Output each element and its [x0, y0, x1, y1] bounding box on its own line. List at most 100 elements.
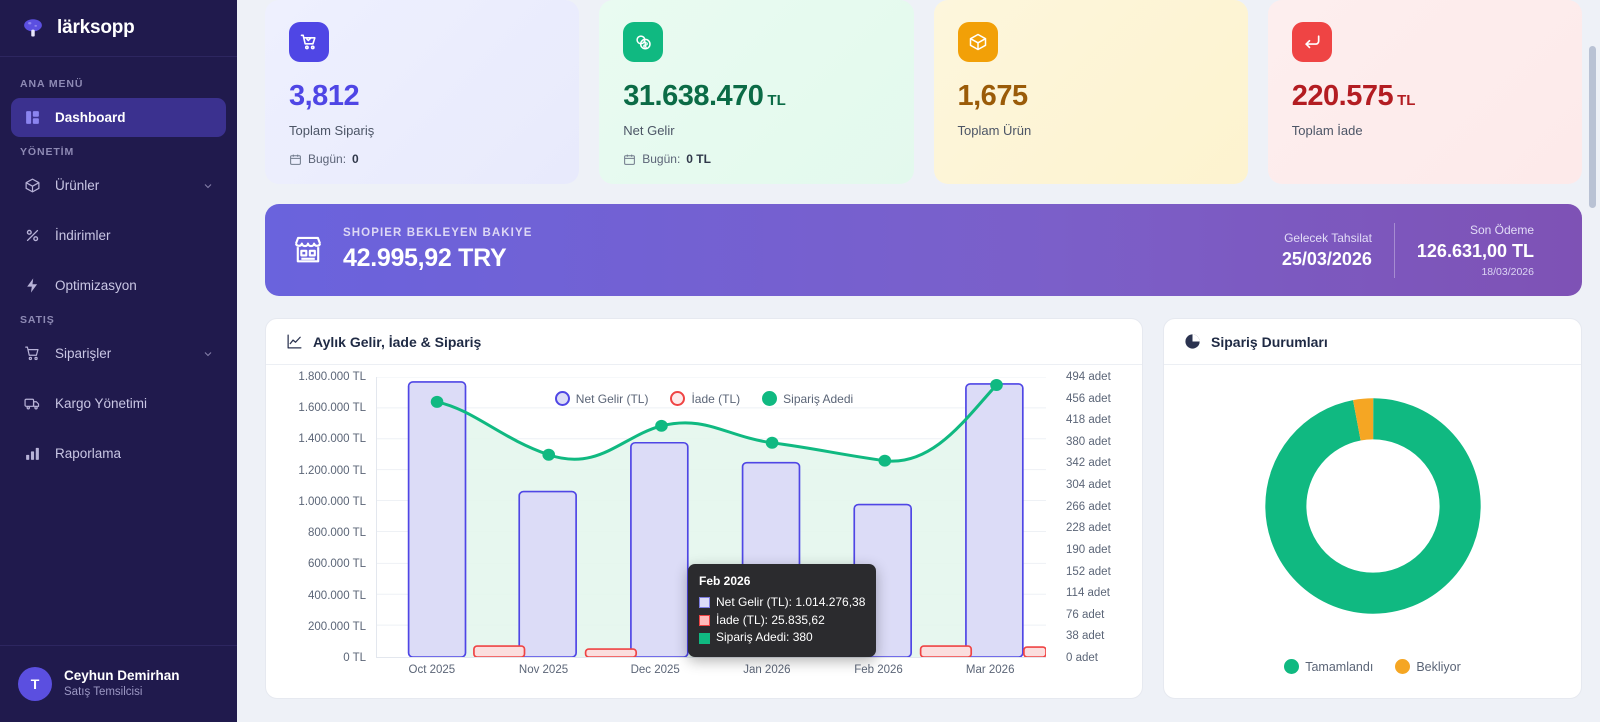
nav-spacer: [0, 206, 237, 215]
y-axis-right-tick: 418 adet: [1066, 414, 1111, 427]
y-axis-right-tick: 228 adet: [1066, 522, 1111, 535]
y-axis-right-tick: 342 adet: [1066, 457, 1111, 470]
y-axis-right-tick: 76 adet: [1066, 608, 1105, 621]
y-axis-right-tick: 494 adet: [1066, 371, 1111, 383]
stat-sub-value: 0: [352, 152, 359, 166]
tooltip-row-text: Net Gelir (TL): 1.014.276,38: [716, 594, 866, 609]
chart-canvas[interactable]: Net Gelir (TL) İade (TL) Sipariş Adedi 0…: [266, 365, 1142, 698]
banner-left: SHOPIER BEKLEYEN BAKIYE 42.995,92 TRY: [291, 227, 1260, 273]
truck-icon: [23, 394, 42, 413]
box-icon: [23, 176, 42, 195]
donut-slice-tamamlandi[interactable]: [1264, 398, 1481, 614]
nav-spacer: [0, 256, 237, 265]
legend-swatch-icon: [554, 391, 570, 406]
legend-item-iade[interactable]: İade (TL): [670, 391, 740, 406]
tooltip-row-text: İade (TL): 25.835,62: [716, 612, 825, 627]
chevron-down-icon[interactable]: [202, 348, 214, 360]
calendar-icon: [624, 154, 636, 165]
page-scrollbar-track[interactable]: [1587, 0, 1599, 722]
x-axis-tick: Feb 2026: [854, 664, 903, 676]
sidebar-item-raporlama[interactable]: Raporlama: [11, 434, 226, 473]
stat-value: 3,812: [289, 80, 360, 112]
sidebar: lärksopp ANA MENÜ Dashboard YÖNETİM: [0, 0, 237, 722]
banner-col-value: 126.631,00 TL: [1416, 240, 1534, 261]
sidebar-item-label: Optimizasyon: [55, 278, 137, 293]
panel-header: Aylık Gelir, İade & Sipariş: [266, 319, 1142, 365]
sidebar-item-dashboard[interactable]: Dashboard: [11, 98, 226, 137]
y-axis-left-tick: 0 TL: [343, 652, 366, 664]
sidebar-item-siparisler[interactable]: Siparişler: [11, 334, 226, 373]
legend-label: Bekliyor: [1416, 659, 1461, 674]
sidebar-item-label: Ürünler: [55, 178, 100, 193]
page-scrollbar-thumb[interactable]: [1589, 46, 1596, 208]
panels-row: Aylık Gelir, İade & Sipariş Net Gelir (T…: [265, 318, 1582, 699]
brand-header[interactable]: lärksopp: [0, 0, 237, 57]
banner-col-son-odeme: Son Ödeme 126.631,00 TL 18/03/2026: [1393, 222, 1556, 278]
stat-label: Toplam Sipariş: [289, 123, 375, 138]
stat-label: Toplam İade: [1291, 123, 1363, 138]
y-axis-left-tick: 1.800.000 TL: [298, 371, 366, 383]
shopier-balance-banner: SHOPIER BEKLEYEN BAKIYE 42.995,92 TRY Ge…: [265, 204, 1582, 296]
donut-chart[interactable]: [1258, 391, 1488, 621]
stat-unit: TL: [767, 92, 786, 109]
y-axis-left-tick: 1.000.000 TL: [298, 495, 366, 508]
legend-swatch-icon: [670, 391, 686, 406]
sidebar-section-label-satis: SATIŞ: [20, 314, 55, 326]
donut-canvas[interactable]: Tamamlandı Bekliyor: [1164, 365, 1581, 698]
legend-item-net-gelir[interactable]: Net Gelir (TL): [554, 391, 649, 406]
y-axis-right-tick: 38 adet: [1066, 630, 1105, 643]
banner-amount: 42.995,92 TRY: [343, 244, 507, 272]
legend-item-bekliyor[interactable]: Bekliyor: [1395, 659, 1461, 674]
stat-card-net-gelir: 31.638.470 TL Net Gelir Bugün: 0 TL: [599, 0, 914, 184]
y-axis-right-tick: 190 adet: [1066, 543, 1111, 556]
legend-item-siparis-adedi[interactable]: Sipariş Adedi: [762, 391, 853, 406]
sidebar-item-kargo-yonetimi[interactable]: Kargo Yönetimi: [11, 384, 226, 423]
user-name: Ceyhun Demirhan: [64, 668, 180, 684]
sidebar-nav: ANA MENÜ Dashboard YÖNETİM: [0, 57, 237, 645]
stat-cards-row: 3,812 Toplam Sipariş Bugün: 0: [265, 0, 1582, 184]
user-role: Satış Temsilcisi: [64, 685, 143, 698]
sidebar-item-label: Siparişler: [55, 346, 112, 361]
y-axis-right-tick: 0 adet: [1066, 652, 1098, 664]
y-axis-left-tick: 600.000 TL: [308, 558, 366, 571]
y-axis-left-tick: 1.600.000 TL: [298, 402, 366, 415]
panel-header: Sipariş Durumları: [1164, 319, 1581, 365]
stat-sub-prefix: Bugün:: [308, 152, 347, 166]
storefront-icon: [294, 236, 322, 263]
banner-col-label: Gelecek Tahsilat: [1284, 230, 1372, 245]
stat-subtext: Bugün: 0: [289, 152, 555, 166]
legend-item-tamamlandi[interactable]: Tamamlandı: [1284, 659, 1373, 674]
banner-col-gelecek-tahsilat: Gelecek Tahsilat 25/03/2026: [1260, 223, 1394, 278]
chart-tooltip: Feb 2026 Net Gelir (TL): 1.014.276,38 İa…: [688, 564, 877, 657]
stat-value: 31.638.470: [623, 80, 764, 112]
panel-monthly-chart: Aylık Gelir, İade & Sipariş Net Gelir (T…: [265, 318, 1143, 699]
x-axis-tick: Dec 2025: [630, 664, 680, 676]
stat-label: Toplam Ürün: [957, 123, 1032, 138]
y-axis-left-tick: 1.200.000 TL: [298, 464, 366, 477]
tooltip-swatch-icon: [699, 614, 710, 626]
donut-slice-bekliyor[interactable]: [1264, 398, 1481, 614]
sidebar-item-urunler[interactable]: Ürünler: [11, 166, 226, 205]
sidebar-item-optimizasyon[interactable]: Optimizasyon: [11, 266, 226, 305]
tooltip-swatch-icon: [699, 632, 710, 644]
pie-chart-icon: [1185, 334, 1200, 349]
y-axis-right-tick: 380 adet: [1066, 435, 1111, 448]
sidebar-item-label: İndirimler: [55, 228, 111, 243]
stat-sub-value: 0 TL: [686, 152, 711, 166]
return-arrow-icon: [1291, 22, 1332, 62]
sidebar-user-profile[interactable]: T Ceyhun Demirhan Satış Temsilcisi: [0, 645, 237, 722]
line-chart-icon: [287, 334, 302, 349]
dashboard-icon: [23, 108, 42, 127]
panel-order-status: Sipariş Durumları Tamamlandı: [1163, 318, 1582, 699]
chevron-down-icon[interactable]: [202, 180, 214, 192]
sidebar-item-label: Kargo Yönetimi: [55, 396, 148, 411]
bolt-icon: [23, 276, 42, 295]
legend-label: İade (TL): [691, 391, 741, 406]
nav-spacer: [0, 374, 237, 383]
y-axis-left-tick: 200.000 TL: [308, 620, 366, 633]
legend-label: Net Gelir (TL): [575, 391, 649, 406]
chart-legend: Net Gelir (TL) İade (TL) Sipariş Adedi: [266, 391, 1142, 406]
banner-right: Gelecek Tahsilat 25/03/2026 Son Ödeme 12…: [1260, 222, 1556, 278]
avatar: T: [18, 667, 52, 701]
sidebar-item-indirimler[interactable]: İndirimler: [11, 216, 226, 255]
